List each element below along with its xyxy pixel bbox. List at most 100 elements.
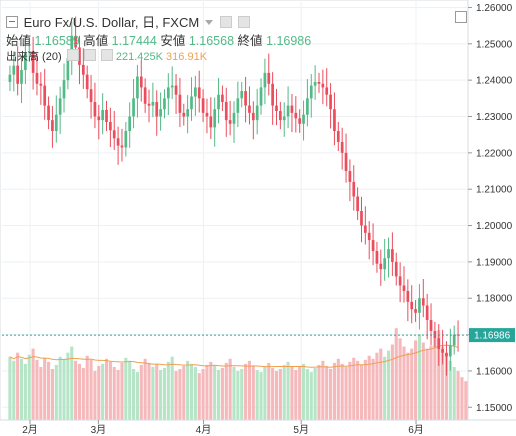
candle bbox=[159, 92, 162, 131]
volume-bar bbox=[437, 330, 441, 420]
candle bbox=[35, 53, 39, 96]
volume-bar bbox=[271, 367, 275, 420]
volume-bar bbox=[371, 358, 375, 420]
symbol-legend: Euro Fx/U.S. Dollar, 日, FXCM bbox=[6, 12, 251, 31]
volume-label[interactable]: 出来高 (20) bbox=[6, 51, 62, 63]
candle-body bbox=[445, 352, 448, 357]
candle bbox=[205, 98, 209, 134]
candle-body bbox=[105, 109, 108, 122]
symbol-title[interactable]: Euro Fx/U.S. Dollar, 日, FXCM bbox=[23, 15, 200, 30]
candle bbox=[16, 46, 20, 96]
candle-body bbox=[452, 334, 456, 346]
volume-bar bbox=[124, 357, 128, 420]
candle-body bbox=[101, 109, 105, 121]
candle-body bbox=[325, 87, 329, 95]
high-value: 1.17444 bbox=[111, 34, 157, 48]
candle-body bbox=[433, 330, 437, 339]
candle-body bbox=[414, 309, 417, 313]
y-tick-label: 1.25000 bbox=[476, 39, 513, 50]
volume-bar bbox=[356, 360, 360, 420]
candle-body bbox=[263, 72, 267, 88]
volume-bar bbox=[263, 366, 267, 420]
candle bbox=[27, 41, 31, 62]
candle-body bbox=[441, 349, 444, 353]
candle bbox=[445, 341, 448, 376]
candle bbox=[178, 77, 182, 128]
y-tick-label: 1.16000 bbox=[476, 366, 513, 377]
candle bbox=[333, 92, 336, 146]
dropdown-caret-icon[interactable] bbox=[204, 20, 213, 25]
candle-body bbox=[232, 112, 236, 124]
volume-bar bbox=[159, 370, 163, 420]
candle bbox=[151, 82, 155, 118]
minus-icon[interactable] bbox=[6, 16, 18, 28]
candle-body bbox=[391, 249, 394, 262]
candle bbox=[31, 36, 35, 90]
candle-body bbox=[271, 83, 274, 106]
candle bbox=[81, 48, 85, 89]
ohlc-legend: 始値 1.16589 高値 1.17444 安値 1.16568 終値 1.16… bbox=[6, 30, 311, 49]
candle-body bbox=[166, 87, 170, 99]
candle bbox=[309, 73, 313, 118]
volume-bar bbox=[329, 369, 333, 420]
candle-body bbox=[302, 114, 305, 124]
gear-icon[interactable] bbox=[238, 16, 251, 28]
candle-body bbox=[259, 87, 263, 106]
candle-body bbox=[109, 121, 112, 131]
candle-body bbox=[367, 232, 371, 241]
y-tick-label: 1.15000 bbox=[476, 403, 513, 414]
candle-body bbox=[333, 109, 336, 132]
candle-body bbox=[437, 338, 441, 350]
candle bbox=[163, 89, 166, 119]
volume-bar bbox=[74, 360, 78, 420]
volume-bar bbox=[97, 365, 101, 420]
last-price-badge: 1.16986 bbox=[469, 328, 515, 343]
candle-body bbox=[85, 74, 89, 90]
candle bbox=[47, 96, 50, 130]
volume-bar bbox=[39, 366, 43, 420]
candle bbox=[383, 238, 387, 281]
candle-body bbox=[178, 94, 182, 113]
candle-body bbox=[147, 103, 151, 106]
volume-settings-icon[interactable] bbox=[66, 49, 79, 61]
volume-bar bbox=[267, 362, 271, 420]
candle bbox=[78, 35, 81, 85]
volume-bar bbox=[259, 372, 263, 420]
time-axis[interactable]: 2月 3月 4月 5月 6月 bbox=[0, 419, 516, 436]
candle bbox=[352, 165, 356, 211]
candle bbox=[348, 159, 352, 202]
candle bbox=[8, 65, 12, 92]
volume-ma-line bbox=[9, 344, 459, 368]
candle-body bbox=[31, 51, 35, 73]
candle bbox=[410, 285, 414, 324]
candle bbox=[97, 104, 101, 140]
candle-body bbox=[317, 81, 321, 84]
candle-body bbox=[70, 35, 74, 59]
candle bbox=[336, 121, 340, 152]
volume-bar bbox=[108, 361, 112, 420]
candle-body bbox=[294, 112, 298, 119]
chart-settings-icon[interactable] bbox=[455, 11, 467, 23]
candle-body bbox=[39, 83, 43, 86]
volume-visibility-icon[interactable] bbox=[83, 49, 96, 61]
candle bbox=[271, 72, 274, 125]
volume-close-icon[interactable] bbox=[100, 49, 113, 61]
candle bbox=[136, 64, 139, 118]
low-value: 1.16568 bbox=[188, 34, 235, 48]
volume-bar bbox=[313, 367, 317, 420]
candle bbox=[120, 128, 124, 162]
candle bbox=[255, 88, 259, 135]
candle-body bbox=[62, 80, 66, 99]
candle bbox=[321, 69, 325, 105]
candle bbox=[20, 58, 23, 104]
volume-bar bbox=[47, 361, 51, 420]
volume-ma-value: 316.91K bbox=[166, 51, 208, 63]
candlesticks bbox=[8, 16, 460, 376]
y-tick-label: 1.18000 bbox=[476, 294, 513, 305]
price-axis[interactable]: 1.26000 1.25000 1.24000 1.23000 1.22000 1.210… bbox=[468, 3, 513, 414]
candle bbox=[267, 53, 271, 96]
volume-bar bbox=[213, 365, 217, 420]
volume-bar bbox=[128, 360, 132, 420]
settings-icon[interactable] bbox=[220, 16, 233, 28]
